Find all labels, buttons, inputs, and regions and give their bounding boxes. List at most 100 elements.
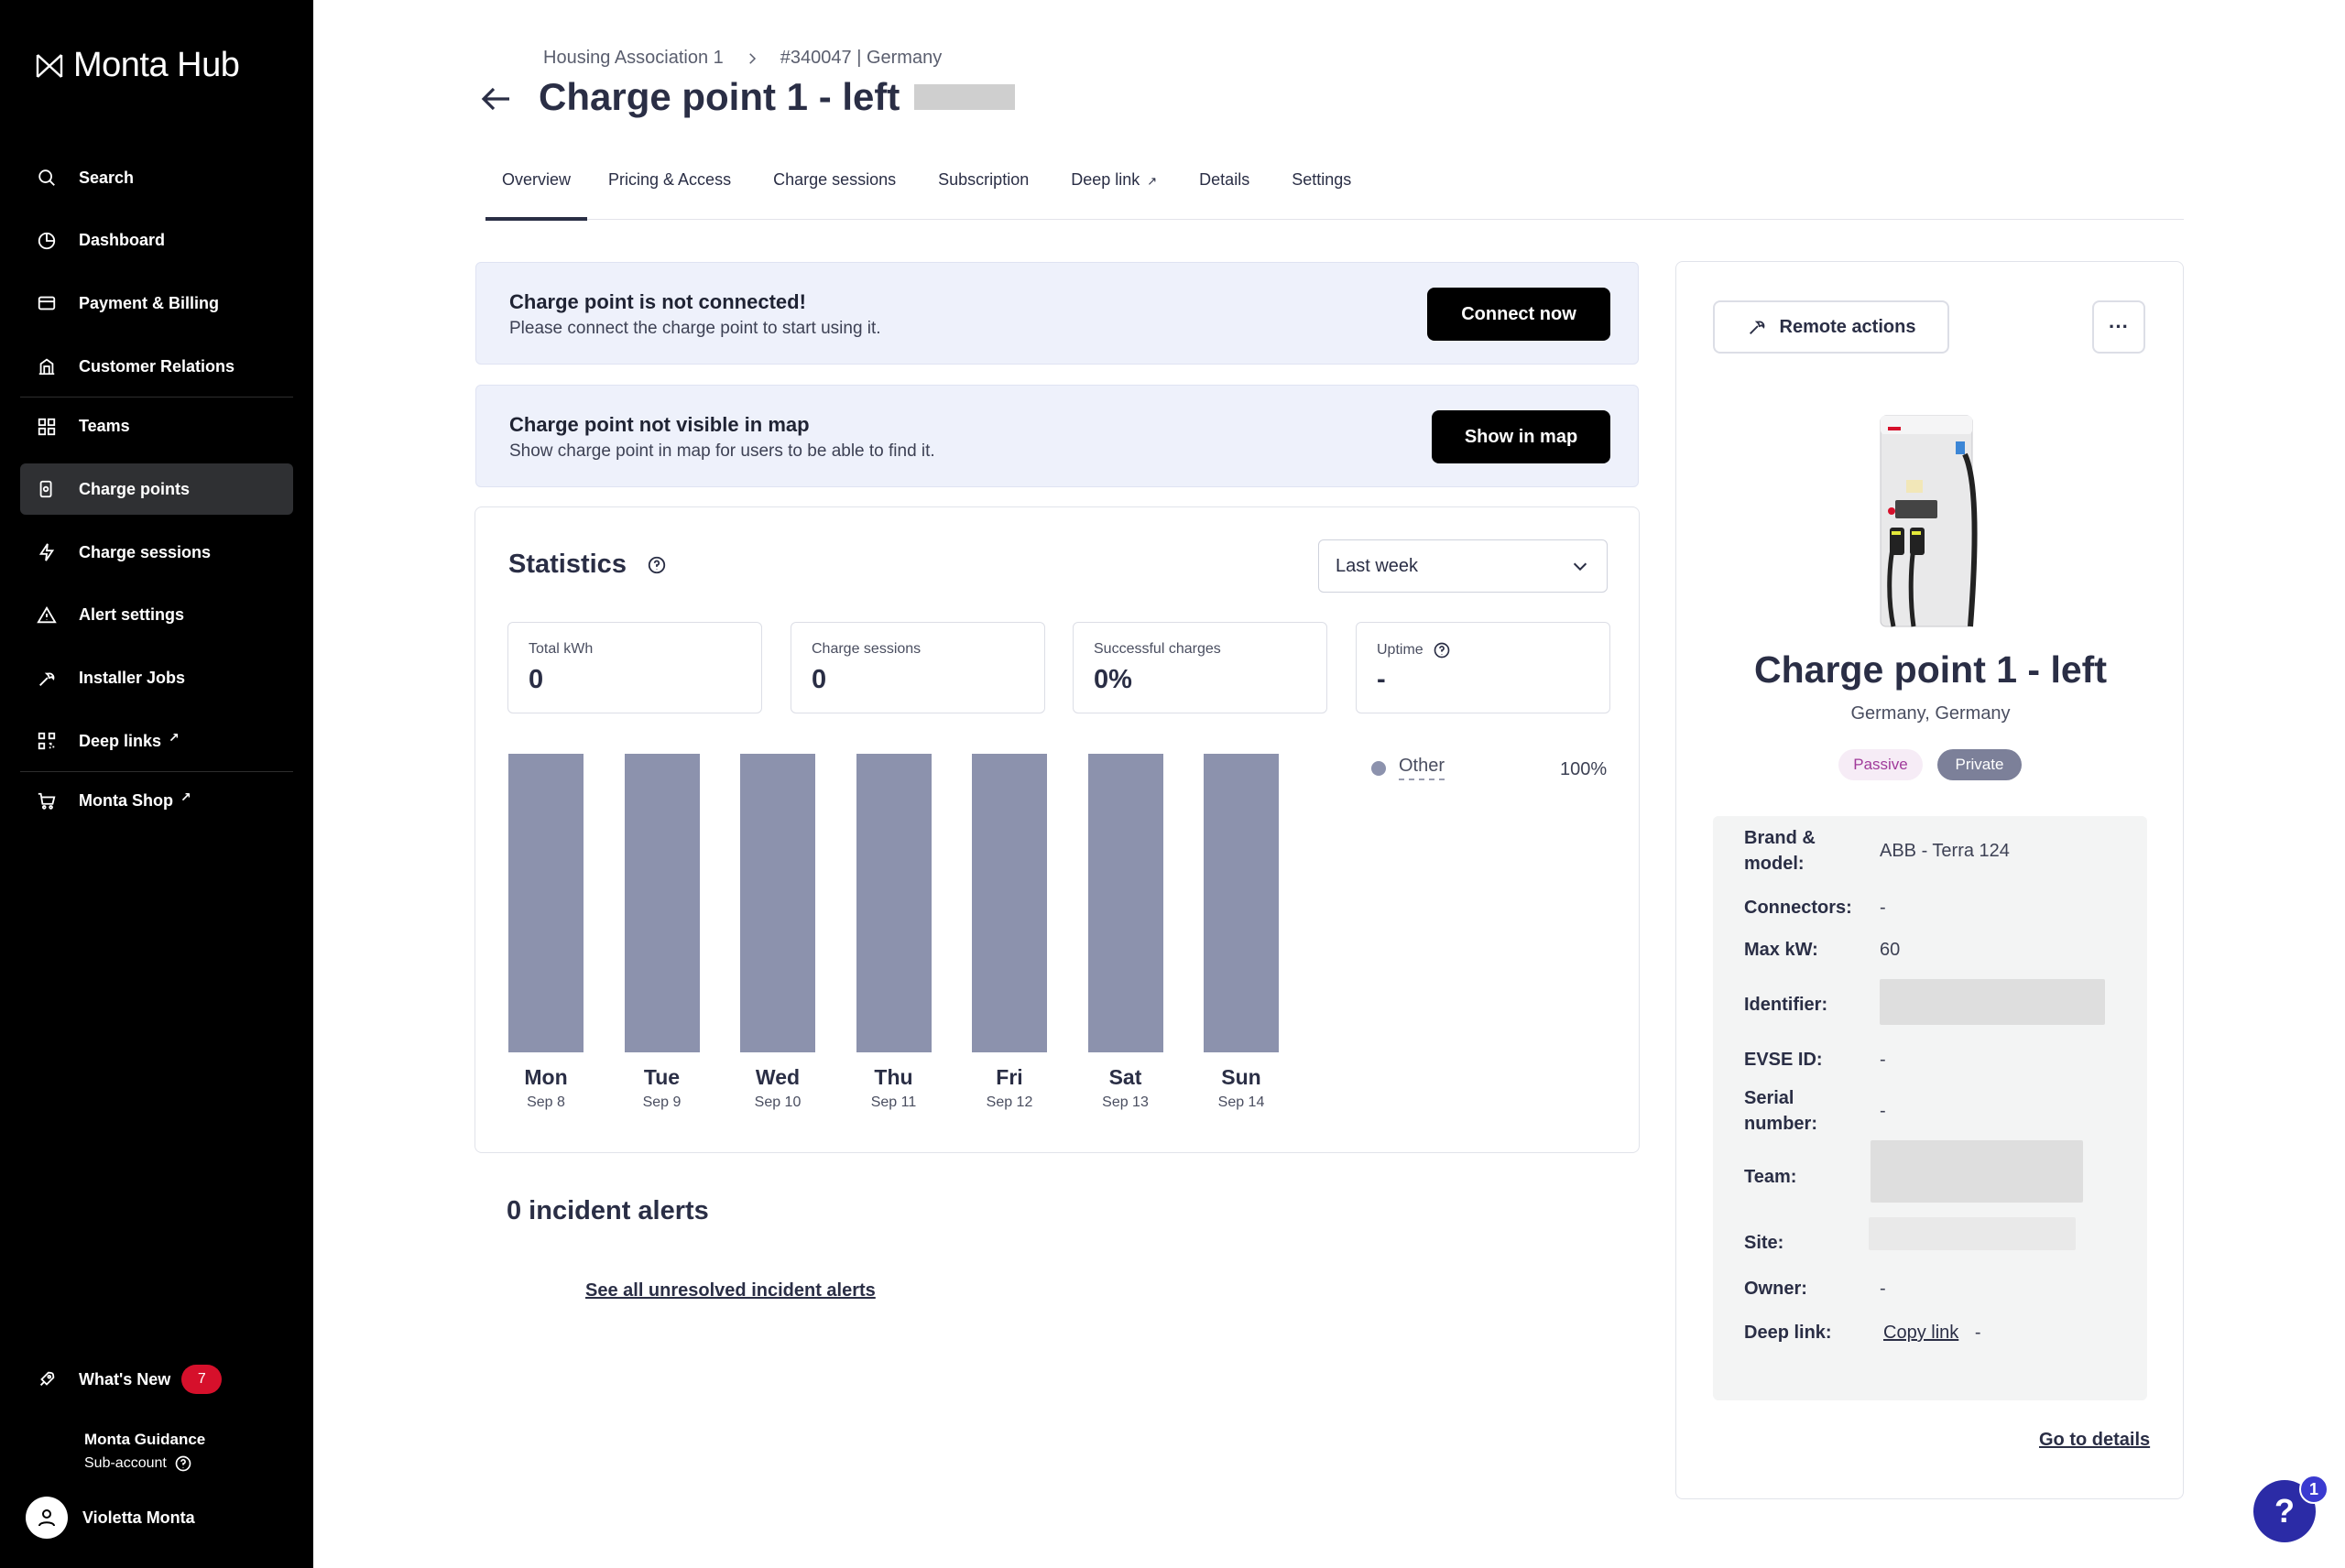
- chart-bar[interactable]: [1087, 754, 1163, 1052]
- tab-pricing-access[interactable]: Pricing & Access: [608, 170, 732, 189]
- passive-tag: Passive: [1838, 749, 1923, 780]
- detail-value: Copy link -: [1883, 1320, 2121, 1345]
- qr-icon: [38, 733, 56, 750]
- detail-value: ABB - Terra 124: [1880, 841, 2010, 861]
- not-connected-banner: Charge point is not connected! Please co…: [475, 262, 1639, 365]
- kpi-total-kwh: Total kWh 0: [507, 622, 762, 713]
- redacted-value[interactable]: [1869, 1217, 2076, 1250]
- sidebar-item-monta-shop[interactable]: Monta Shop ↗: [20, 776, 293, 827]
- x-tick-date-label: Sep 14: [1217, 1094, 1265, 1110]
- charge-point-location: Germany, Germany: [1850, 703, 2011, 724]
- kpi-label-text: Uptime: [1377, 642, 1423, 658]
- sidebar-item-teams[interactable]: Teams: [20, 401, 293, 452]
- tab-overview[interactable]: Overview: [485, 159, 588, 221]
- period-select-value: Last week: [1336, 555, 1419, 576]
- sidebar-item-payment[interactable]: Payment & Billing: [20, 278, 293, 329]
- detail-label: EVSE ID:: [1744, 1050, 1823, 1070]
- detail-value: -: [1880, 1279, 1886, 1299]
- kpi-uptime: Uptime -: [1356, 622, 1610, 713]
- detail-label: Serial number:: [1744, 1088, 1817, 1134]
- legend-percent: 100%: [1560, 759, 1608, 779]
- tab-charge-sessions[interactable]: Charge sessions: [773, 170, 897, 189]
- banner-description: Please connect the charge point to start…: [509, 319, 881, 338]
- kpi-label: Total kWh: [529, 641, 594, 657]
- logo[interactable]: Monta Hub: [35, 46, 240, 85]
- account-type-label: Sub-account: [84, 1455, 167, 1471]
- chart-bar[interactable]: [1204, 754, 1279, 1052]
- sidebar-item-customers[interactable]: Customer Relations: [20, 341, 293, 392]
- back-arrow-icon[interactable]: [478, 81, 515, 117]
- wrench-icon: [1749, 321, 1764, 334]
- x-tick-date-label: Sep 12: [986, 1094, 1033, 1110]
- x-tick-day-label: Mon: [524, 1065, 568, 1089]
- detail-value: -: [1880, 898, 1886, 918]
- connect-now-button[interactable]: Connect now: [1427, 288, 1610, 341]
- grid-icon: [38, 418, 56, 435]
- alert-icon: [37, 605, 57, 624]
- account-switcher[interactable]: Monta Guidance Sub-account: [84, 1431, 205, 1473]
- banner-title: Charge point is not connected!: [509, 290, 806, 313]
- sidebar-item-charge-sessions[interactable]: Charge sessions: [20, 527, 293, 578]
- help-circle-icon[interactable]: [647, 555, 667, 575]
- chart-bar[interactable]: [740, 754, 815, 1052]
- statistics-title-text: Statistics: [508, 550, 627, 579]
- sidebar-item-deep-links[interactable]: Deep links ↗: [20, 715, 293, 767]
- sidebar-item-dashboard[interactable]: Dashboard: [20, 215, 293, 267]
- kpi-label: Charge sessions: [812, 641, 922, 657]
- chart-bar[interactable]: [856, 754, 932, 1052]
- breadcrumb-item-org[interactable]: Housing Association 1: [543, 48, 724, 68]
- x-tick-day-label: Wed: [755, 1065, 801, 1089]
- x-tick-date-label: Sep 11: [870, 1094, 917, 1110]
- help-circle-icon[interactable]: [174, 1454, 192, 1473]
- tab-details[interactable]: Details: [1199, 170, 1250, 189]
- detail-value: -: [1880, 1050, 1886, 1070]
- chevron-right-icon: [749, 52, 756, 64]
- x-tick-date-label: Sep 13: [1102, 1094, 1149, 1110]
- banner-description: Show charge point in map for users to be…: [509, 441, 935, 461]
- x-tick-day-label: Fri: [996, 1065, 1023, 1089]
- detail-label: Site:: [1744, 1233, 1784, 1253]
- x-tick-day-label: Sat: [1108, 1065, 1142, 1089]
- tab-settings[interactable]: Settings: [1292, 170, 1352, 189]
- whats-new-button[interactable]: What's New 7: [37, 1365, 223, 1394]
- card-icon: [38, 297, 56, 310]
- help-notification-badge: 1: [2299, 1475, 2329, 1504]
- more-options-button[interactable]: ···: [2092, 300, 2145, 354]
- sidebar-item-label: Deep links: [79, 731, 162, 750]
- chart-legend-item[interactable]: Other: [1371, 756, 1445, 780]
- tab-deep-link[interactable]: Deep link ↗: [1050, 159, 1178, 220]
- detail-value: -: [1880, 1101, 1886, 1121]
- go-to-details-link[interactable]: Go to details: [2039, 1430, 2151, 1450]
- user-menu[interactable]: Violetta Monta: [26, 1497, 195, 1539]
- sidebar-item-label: Search: [79, 168, 135, 187]
- page-title: Charge point 1 - left: [539, 75, 1016, 119]
- banner-title: Charge point not visible in map: [509, 413, 810, 436]
- usage-bar-chart: Mon Sep 8 Tue Sep 9 Wed Sep 10 Thu Sep 11 Fri Sep…: [475, 507, 1641, 1154]
- chart-bar[interactable]: [508, 754, 584, 1052]
- external-link-icon: ↗: [169, 729, 180, 745]
- x-tick-day-label: Thu: [874, 1065, 913, 1089]
- see-unresolved-alerts-link[interactable]: See all unresolved incident alerts: [585, 1280, 876, 1301]
- kpi-value: 0: [529, 665, 544, 694]
- sidebar-item-charge-points[interactable]: Charge points: [20, 463, 293, 516]
- copy-link-button[interactable]: Copy link: [1883, 1323, 1959, 1343]
- sidebar-item-search[interactable]: Search: [20, 152, 293, 203]
- chart-bar[interactable]: [624, 754, 700, 1052]
- breadcrumb-item-site[interactable]: #340047 | Germany: [780, 48, 943, 68]
- breadcrumb: Housing Association 1 #340047 | Germany: [543, 48, 942, 69]
- remote-actions-button[interactable]: Remote actions: [1713, 300, 1949, 354]
- statistics-title: Statistics: [508, 550, 667, 580]
- x-tick-day-label: Tue: [643, 1065, 681, 1089]
- tab-subscription[interactable]: Subscription: [938, 170, 1030, 189]
- logo-text: Monta Hub: [73, 46, 240, 84]
- sidebar-item-alert-settings[interactable]: Alert settings: [20, 590, 293, 641]
- chart-bar[interactable]: [972, 754, 1047, 1052]
- show-in-map-button[interactable]: Show in map: [1432, 410, 1610, 463]
- sidebar-item-installer-jobs[interactable]: Installer Jobs: [20, 653, 293, 704]
- external-link-icon: ↗: [180, 789, 191, 805]
- account-name: Monta Guidance: [84, 1431, 206, 1448]
- period-select[interactable]: Last week: [1318, 539, 1608, 593]
- kpi-successful-charges: Successful charges 0%: [1073, 622, 1327, 713]
- sidebar-item-label: Charge sessions: [79, 542, 212, 561]
- help-circle-icon[interactable]: [1433, 641, 1451, 659]
